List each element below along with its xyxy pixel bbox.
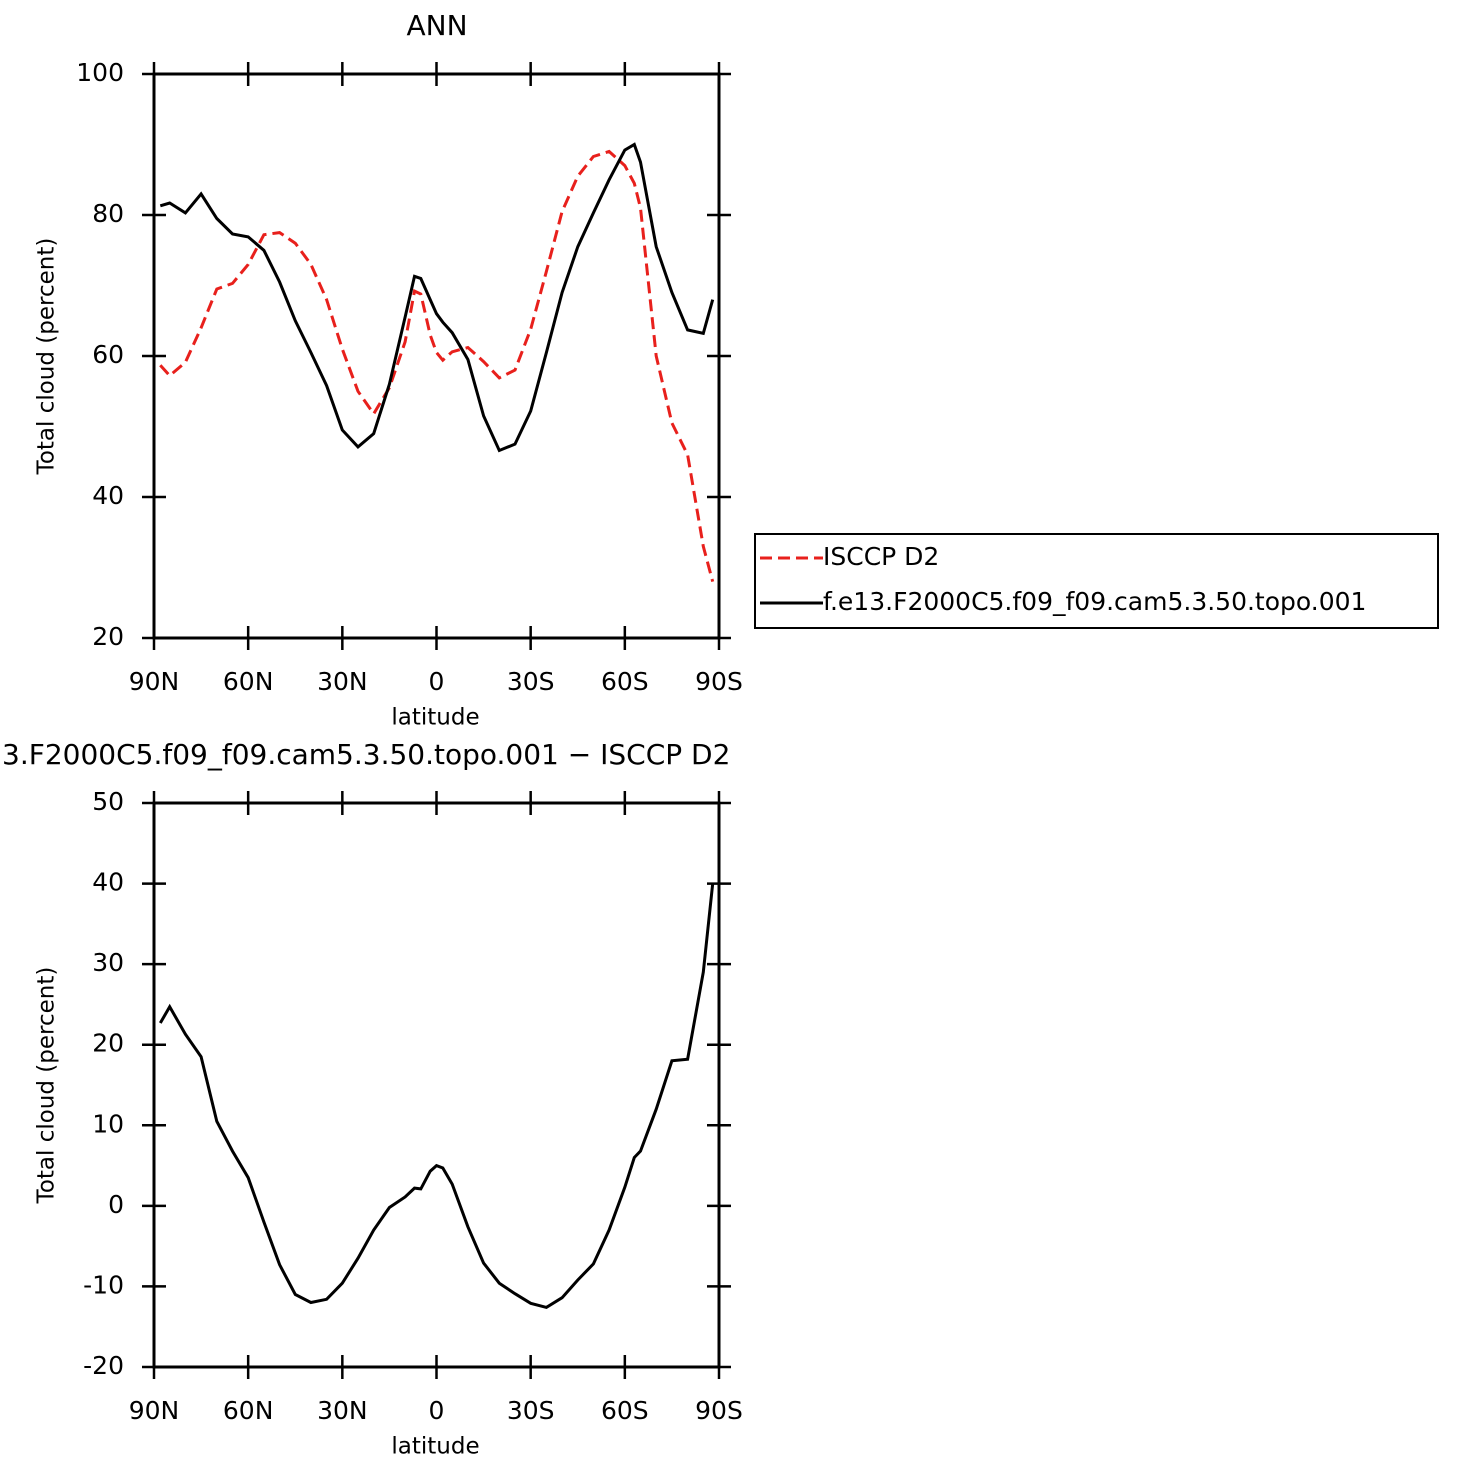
data-line [159,883,715,1310]
y-tick-label: 80 [92,199,124,228]
x-tick-label: 30N [317,667,368,696]
x-tick-label: 30S [507,667,555,696]
y-tick-label: 20 [92,622,124,651]
y-tick-label: 0 [108,1190,124,1219]
x-tick-label: 30S [507,1396,555,1425]
x-tick-label: 90S [695,667,743,696]
legend-label: ISCCP D2 [823,542,939,571]
y-tick-label: 40 [92,868,124,897]
y-tick-label: 10 [92,1109,124,1138]
y-tick-label: 30 [92,948,124,977]
y-axis-label: Total cloud (percent) [34,967,60,1205]
x-tick-label: 60S [601,667,649,696]
y-tick-label: 60 [92,340,124,369]
x-axis-label: latitude [391,705,479,731]
x-tick-label: 0 [429,1396,445,1425]
chart-title: 3.F2000C5.f09_f09.cam5.3.50.topo.001 − I… [2,738,730,771]
y-tick-label: -20 [83,1351,124,1380]
x-tick-label: 0 [429,667,445,696]
chart-title: ANN [406,9,467,42]
plot-frame [152,72,721,640]
x-tick-label: 90N [129,1396,180,1425]
x-axis-label: latitude [391,1434,479,1460]
y-tick-label: 50 [92,787,124,816]
x-tick-label: 90N [129,667,180,696]
data-line [159,149,715,582]
y-tick-label: 100 [76,58,124,87]
x-tick-label: 60N [223,1396,274,1425]
x-tick-label: 90S [695,1396,743,1425]
data-line [159,142,715,453]
plot-frame [152,801,721,1369]
x-tick-label: 60S [601,1396,649,1425]
x-tick-label: 30N [317,1396,368,1425]
legend-label: f.e13.F2000C5.f09_f09.cam5.3.50.topo.001 [823,587,1366,616]
y-axis-label: Total cloud (percent) [34,238,60,476]
y-tick-label: 20 [92,1029,124,1058]
legend-box [754,533,1439,629]
y-tick-label: 40 [92,481,124,510]
x-tick-label: 60N [223,667,274,696]
y-tick-label: -10 [83,1270,124,1299]
